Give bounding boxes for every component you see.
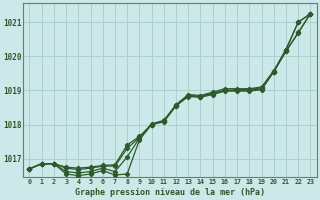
X-axis label: Graphe pression niveau de la mer (hPa): Graphe pression niveau de la mer (hPa) [75,188,265,197]
